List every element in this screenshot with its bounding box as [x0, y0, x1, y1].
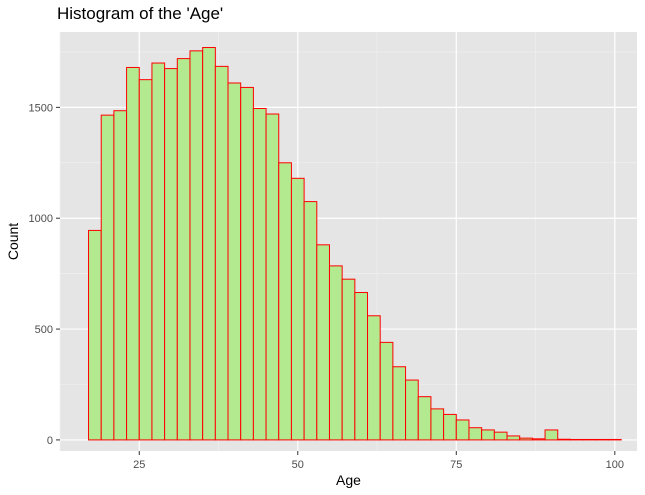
histogram-bar — [176, 58, 191, 441]
chart-title: Histogram of the 'Age' — [57, 4, 224, 23]
x-tick-label: 75 — [450, 459, 462, 471]
histogram-bar — [328, 265, 343, 441]
histogram-bar — [519, 437, 533, 441]
histogram-bar — [164, 68, 178, 441]
histogram-bar — [557, 438, 571, 441]
histogram-bar — [405, 379, 419, 441]
histogram-bar — [227, 82, 242, 441]
histogram-bar — [100, 114, 115, 441]
histogram-bar — [379, 341, 394, 441]
y-tick-label: 0 — [47, 435, 53, 447]
histogram-bar — [493, 431, 508, 441]
histogram-bar — [455, 419, 470, 441]
y-axis-tick-labels: 0 500 1000 1500 — [29, 102, 53, 447]
histogram-bar — [430, 408, 445, 441]
x-tick-label: 50 — [292, 459, 304, 471]
x-tick-label: 100 — [606, 459, 624, 471]
y-tick-label: 1500 — [29, 102, 53, 114]
histogram-bar — [290, 177, 305, 441]
histogram-bar — [544, 429, 559, 441]
histogram-bar — [265, 113, 280, 441]
histogram-bar — [531, 438, 546, 441]
histogram-bar — [240, 86, 254, 441]
histogram-bar — [481, 429, 495, 441]
histogram-bar — [278, 162, 292, 441]
histogram-bar — [126, 66, 140, 441]
histogram-bar — [316, 244, 330, 441]
histogram-bar — [303, 201, 318, 441]
x-tick-label: 25 — [133, 459, 145, 471]
axis-ticks — [56, 106, 616, 455]
histogram-bar — [202, 47, 216, 441]
histogram-bar — [417, 396, 432, 441]
histogram-bar — [367, 315, 381, 441]
histogram-bar — [138, 79, 153, 441]
histogram-bar — [214, 65, 229, 441]
histogram-bar — [151, 62, 166, 441]
histogram-bar — [506, 435, 521, 441]
histogram-bar — [189, 50, 204, 441]
histogram-bar — [392, 366, 407, 441]
histogram-bar — [443, 413, 457, 441]
histogram-bars — [88, 47, 622, 441]
histogram-bar — [354, 291, 369, 441]
histogram-bar — [341, 278, 356, 441]
y-axis-title: Count — [5, 223, 21, 260]
y-tick-label: 1000 — [29, 213, 53, 225]
histogram-bar — [252, 107, 267, 441]
histogram-bar — [88, 229, 102, 441]
x-axis-title: Age — [336, 472, 361, 488]
x-axis-tick-labels: 25 50 75 100 — [133, 459, 624, 471]
histogram-bar — [468, 427, 483, 441]
y-tick-label: 500 — [35, 324, 53, 336]
histogram-bar — [113, 110, 128, 441]
